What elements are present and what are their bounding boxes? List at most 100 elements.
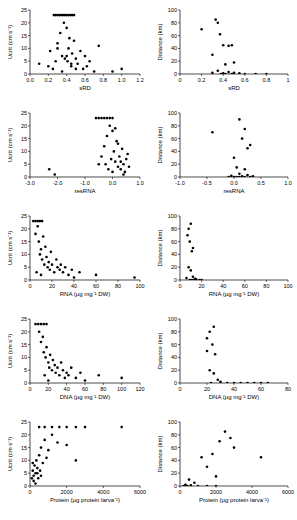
x-tick-label: 0.8 — [263, 77, 271, 83]
point — [226, 382, 229, 383]
x-tick-label: 60 — [258, 386, 264, 392]
point — [53, 271, 56, 274]
x-axis-label: DNA (µg mg⁻¹ DW) — [60, 394, 110, 400]
x-tick — [103, 486, 104, 488]
y-tick — [28, 10, 30, 11]
y-tick-label: 15 — [21, 136, 27, 142]
y-tick-label: 100 — [168, 7, 177, 13]
x-tick-label: 20 — [45, 386, 51, 392]
y-tick-label: 40 — [171, 354, 177, 360]
point — [38, 426, 41, 429]
y-tick-label: 60 — [171, 239, 177, 245]
point — [37, 477, 40, 480]
point — [65, 444, 68, 447]
point — [38, 62, 41, 65]
point — [108, 117, 111, 120]
point — [40, 323, 43, 326]
y-tick — [28, 216, 30, 217]
point — [97, 163, 100, 166]
point — [47, 379, 50, 382]
x-tick-label: 4000 — [97, 489, 109, 495]
x-tick-label: 6000 — [282, 489, 294, 495]
point — [249, 144, 252, 147]
point — [97, 374, 100, 377]
point — [76, 62, 79, 65]
point — [32, 480, 35, 483]
point — [215, 485, 218, 486]
y-tick — [178, 422, 180, 423]
point — [217, 70, 220, 73]
x-tick — [57, 177, 58, 179]
y-tick — [178, 319, 180, 320]
y-tick — [28, 48, 30, 49]
x-tick — [266, 74, 267, 76]
y-axis-label: Ucrit (cm s⁻¹) — [7, 231, 13, 266]
point — [111, 130, 114, 133]
point — [51, 434, 54, 437]
x-tick — [30, 177, 31, 179]
point — [68, 37, 71, 40]
point — [200, 456, 203, 459]
point — [49, 268, 52, 271]
x-tick — [180, 486, 181, 488]
x-tick-label: 0 — [28, 386, 31, 392]
y-tick-label: 10 — [21, 148, 27, 154]
y-tick — [28, 151, 30, 152]
point — [42, 336, 45, 339]
point — [200, 279, 203, 280]
point — [106, 117, 109, 120]
y-tick — [178, 447, 180, 448]
point — [238, 118, 241, 121]
point — [56, 266, 59, 269]
x-tick-label: -2.0 — [53, 180, 62, 186]
x-tick-label: 0 — [178, 489, 181, 495]
point — [229, 437, 232, 440]
point — [45, 457, 48, 460]
x-tick — [66, 383, 67, 385]
point — [211, 453, 214, 456]
point — [206, 466, 209, 469]
x-tick — [118, 280, 119, 282]
point — [46, 266, 49, 269]
y-tick — [28, 473, 30, 474]
point — [252, 175, 255, 177]
y-tick — [28, 164, 30, 165]
x-tick-label: -1.0 — [175, 180, 184, 186]
point — [71, 268, 74, 271]
x-tick — [140, 177, 141, 179]
x-tick — [140, 280, 141, 282]
point — [84, 426, 87, 429]
y-tick — [28, 422, 30, 423]
point — [188, 240, 191, 243]
x-tick-label: 0.0 — [109, 180, 117, 186]
x-tick-label: 100 — [135, 283, 144, 289]
point — [193, 482, 196, 485]
point — [217, 22, 220, 25]
x-tick — [66, 74, 67, 76]
point — [56, 42, 59, 45]
y-tick-label: 80 — [171, 20, 177, 26]
x-tick-label: 120 — [135, 386, 144, 392]
x-tick — [288, 486, 289, 488]
panel: 020406080100020406080DNA (µg mg⁻¹ DW)Dis… — [157, 316, 291, 400]
x-tick — [30, 74, 31, 76]
point — [239, 382, 242, 383]
y-tick — [178, 331, 180, 332]
y-tick — [28, 138, 30, 139]
y-tick — [178, 357, 180, 358]
y-tick — [178, 216, 180, 217]
point — [93, 70, 96, 73]
point — [111, 171, 114, 174]
x-axis-label: RNA (µg mg⁻¹ DW) — [60, 291, 110, 297]
point — [254, 73, 257, 74]
x-axis-label: DNA (µg mg⁻¹ DW) — [209, 394, 259, 400]
y-tick-label: 60 — [171, 33, 177, 39]
y-tick-label: 100 — [168, 419, 177, 425]
x-tick — [52, 280, 53, 282]
point — [192, 276, 195, 279]
y-tick-label: 80 — [171, 123, 177, 129]
point — [214, 353, 217, 356]
point — [227, 176, 230, 177]
x-axis-label: sRD — [228, 85, 240, 91]
y-tick-label: 80 — [171, 329, 177, 335]
